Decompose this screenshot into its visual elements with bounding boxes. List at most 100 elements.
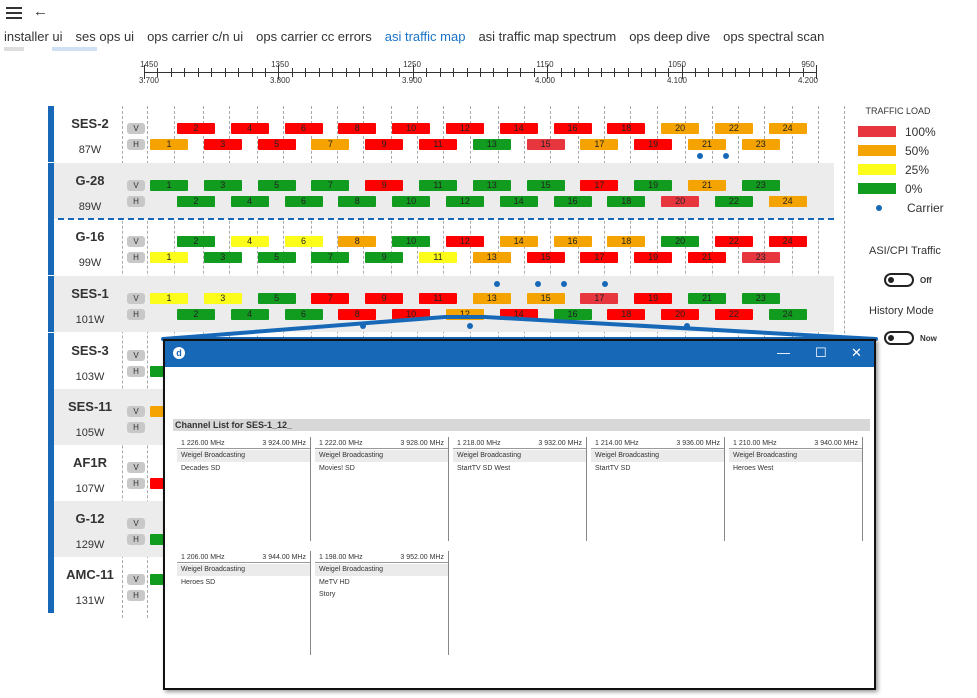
- transponder-v[interactable]: 22: [714, 236, 753, 247]
- transponder-v[interactable]: 15: [526, 293, 565, 304]
- transponder-h[interactable]: 23: [741, 139, 780, 150]
- transponder-v[interactable]: 17: [580, 180, 619, 191]
- transponder-h[interactable]: 22: [714, 196, 753, 207]
- transponder-v[interactable]: 23: [741, 180, 780, 191]
- transponder-h[interactable]: 19: [634, 139, 673, 150]
- transponder-v[interactable]: 3: [203, 293, 242, 304]
- transponder-h[interactable]: 2: [176, 309, 215, 320]
- close-button[interactable]: ✕: [851, 345, 862, 360]
- transponder-v[interactable]: 2: [176, 123, 215, 134]
- toggle-switch[interactable]: [884, 273, 914, 287]
- toggle-switch[interactable]: [884, 331, 914, 345]
- transponder-v[interactable]: 13: [472, 180, 511, 191]
- satellite-row-g-28[interactable]: G-28 89W V H 1 3 5 7 9 11 13 15 17 19 21 23 2 4 6 8 10 12 14 16…: [48, 163, 834, 219]
- transponder-h[interactable]: 13: [472, 252, 511, 263]
- transponder-h[interactable]: 13: [472, 139, 511, 150]
- transponder-h[interactable]: 23: [741, 252, 780, 263]
- transponder-v[interactable]: 16: [553, 236, 592, 247]
- transponder-h[interactable]: 12: [445, 309, 484, 320]
- transponder-h[interactable]: 9: [365, 139, 404, 150]
- tab-ops-carrier-cc-errors[interactable]: ops carrier cc errors: [256, 29, 372, 44]
- transponder-h[interactable]: 6: [284, 309, 323, 320]
- transponder-h[interactable]: 11: [419, 139, 457, 150]
- transponder-h[interactable]: 17: [580, 252, 619, 263]
- transponder-v[interactable]: 7: [311, 180, 350, 191]
- channel-card[interactable]: 1 222.00 MHz 3 928.00 MHz Weigel Broadcast…: [315, 437, 449, 541]
- satellite-row-ses-2[interactable]: SES-2 87W V H 2 4 6 8 10 12 14 16 18 20 22 24 1 3 5 7 9 11 13 1…: [48, 106, 834, 162]
- satellite-row-g-16[interactable]: G-16 99W V H 2 4 6 8 10 12 14 16 18 20 22 24 1 3 5 7 9 11 13 15…: [48, 219, 834, 275]
- channel-card[interactable]: 1 198.00 MHz 3 952.00 MHz Weigel Broadcast…: [315, 551, 449, 655]
- transponder-v[interactable]: 19: [634, 293, 673, 304]
- transponder-h[interactable]: 7: [311, 139, 350, 150]
- transponder-h[interactable]: 21: [688, 139, 726, 150]
- transponder-h[interactable]: 18: [607, 309, 646, 320]
- transponder-v[interactable]: 10: [392, 123, 431, 134]
- transponder-h[interactable]: 17: [580, 139, 619, 150]
- transponder-h[interactable]: 3: [203, 139, 242, 150]
- tab-ops-spectral-scan[interactable]: ops spectral scan: [723, 29, 825, 44]
- transponder-v[interactable]: 1: [150, 293, 188, 304]
- transponder-v[interactable]: 5: [257, 293, 296, 304]
- channel-card[interactable]: 1 210.00 MHz 3 940.00 MHz Weigel Broadcast…: [729, 437, 863, 541]
- transponder-h[interactable]: 20: [661, 309, 700, 320]
- transponder-v[interactable]: 3: [203, 180, 242, 191]
- transponder-v[interactable]: 18: [607, 236, 646, 247]
- maximize-button[interactable]: ☐: [815, 345, 827, 360]
- transponder-h[interactable]: 8: [338, 309, 377, 320]
- transponder-h[interactable]: 24: [768, 196, 807, 207]
- transponder-h[interactable]: 1: [150, 139, 188, 150]
- transponder-v[interactable]: 20: [661, 123, 700, 134]
- transponder-h[interactable]: 5: [257, 252, 296, 263]
- transponder-v[interactable]: 10: [392, 236, 431, 247]
- transponder-h[interactable]: 14: [499, 196, 538, 207]
- transponder-v[interactable]: 15: [526, 180, 565, 191]
- transponder-h[interactable]: 8: [338, 196, 377, 207]
- transponder-h[interactable]: 15: [526, 252, 565, 263]
- minimize-button[interactable]: —: [777, 345, 790, 360]
- transponder-h[interactable]: 14: [499, 309, 538, 320]
- transponder-v[interactable]: 6: [284, 123, 323, 134]
- transponder-v[interactable]: 14: [499, 123, 538, 134]
- transponder-h[interactable]: 2: [176, 196, 215, 207]
- tab-ses-ops-ui[interactable]: ses ops ui: [75, 29, 135, 44]
- transponder-v[interactable]: 7: [311, 293, 350, 304]
- transponder-v[interactable]: 4: [230, 236, 269, 247]
- transponder-h[interactable]: 11: [419, 252, 457, 263]
- hamburger-icon[interactable]: [6, 7, 22, 19]
- transponder-h[interactable]: 6: [284, 196, 323, 207]
- channel-card[interactable]: 1 218.00 MHz 3 932.00 MHz Weigel Broadcast…: [453, 437, 587, 541]
- transponder-v[interactable]: 6: [284, 236, 323, 247]
- transponder-v[interactable]: 22: [714, 123, 753, 134]
- tab-asi-traffic-map-spectrum[interactable]: asi traffic map spectrum: [478, 29, 617, 44]
- transponder-h[interactable]: 22: [714, 309, 753, 320]
- transponder-h[interactable]: 16: [553, 309, 592, 320]
- transponder-h[interactable]: 1: [150, 252, 188, 263]
- transponder-v[interactable]: 18: [607, 123, 646, 134]
- satellite-row-ses-1[interactable]: SES-1 101W V H 1 3 5 7 9 11 13 15 17 19 21 23 2 4 6 8 10 12 14…: [48, 276, 834, 332]
- transponder-h[interactable]: 3: [203, 252, 242, 263]
- channel-card[interactable]: 1 226.00 MHz 3 924.00 MHz Weigel Broadcast…: [177, 437, 311, 541]
- transponder-v[interactable]: 8: [338, 236, 377, 247]
- transponder-h[interactable]: 16: [553, 196, 592, 207]
- transponder-v[interactable]: 17: [580, 293, 619, 304]
- tab-ops-deep-dive[interactable]: ops deep dive: [629, 29, 711, 44]
- transponder-h[interactable]: 9: [365, 252, 404, 263]
- transponder-v[interactable]: 4: [230, 123, 269, 134]
- transponder-h[interactable]: 19: [634, 252, 673, 263]
- transponder-v[interactable]: 1: [150, 180, 188, 191]
- transponder-v[interactable]: 9: [365, 293, 404, 304]
- transponder-v[interactable]: 23: [741, 293, 780, 304]
- transponder-h[interactable]: 10: [392, 309, 431, 320]
- transponder-v[interactable]: 8: [338, 123, 377, 134]
- transponder-v[interactable]: 12: [445, 123, 484, 134]
- transponder-v[interactable]: 20: [661, 236, 700, 247]
- transponder-v[interactable]: 14: [499, 236, 538, 247]
- transponder-v[interactable]: 21: [688, 180, 726, 191]
- transponder-v[interactable]: 16: [553, 123, 592, 134]
- transponder-v[interactable]: 12: [445, 236, 484, 247]
- transponder-h[interactable]: 7: [311, 252, 350, 263]
- back-arrow-icon[interactable]: ←: [33, 3, 48, 20]
- transponder-h[interactable]: 15: [526, 139, 565, 150]
- transponder-v[interactable]: 24: [768, 236, 807, 247]
- transponder-h[interactable]: 10: [392, 196, 431, 207]
